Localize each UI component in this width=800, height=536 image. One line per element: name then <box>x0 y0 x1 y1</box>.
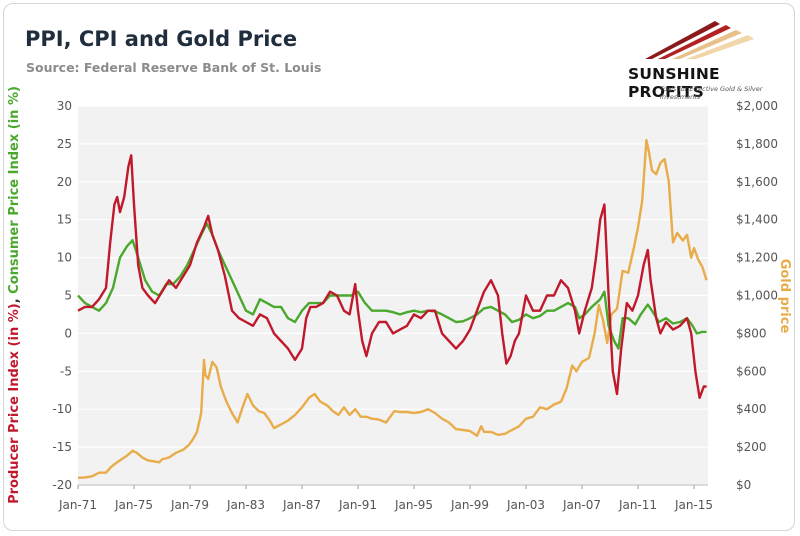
series-line-ppi <box>77 154 707 399</box>
x-tick-label: Jan-07 <box>562 498 601 512</box>
logo-tagline: Tools for Effective Gold & Silver Invest… <box>660 85 763 101</box>
x-tick-label: Jan-11 <box>618 498 657 512</box>
x-tick-label: Jan-79 <box>170 498 209 512</box>
series-group <box>77 138 708 479</box>
left-axis-label-cpi: Consumer Price Index (in %) <box>7 86 22 294</box>
right-tick-label: $600 <box>736 364 767 378</box>
x-tick-label: Jan-95 <box>394 498 433 512</box>
left-tick-label: 5 <box>64 289 72 303</box>
left-tick-label: -5 <box>60 364 72 378</box>
x-tick-label: Jan-03 <box>506 498 545 512</box>
x-tick-label: Jan-71 <box>58 498 97 512</box>
series-line-gold <box>77 138 708 479</box>
right-tick-label: $1,600 <box>736 175 778 189</box>
x-tick-label: Jan-75 <box>114 498 153 512</box>
x-axis-ticks: Jan-71 Jan-75 Jan-79 Jan-83 Jan-87 Jan-91 Jan-… <box>58 484 713 512</box>
right-tick-label: $200 <box>736 440 767 454</box>
right-tick-label: $0 <box>736 478 751 492</box>
left-tick-label: -15 <box>52 440 72 454</box>
series-line-cpi <box>77 222 707 350</box>
x-tick-label: Jan-99 <box>450 498 489 512</box>
left-tick-label: 0 <box>64 326 72 340</box>
left-tick-label: 25 <box>57 137 72 151</box>
right-tick-label: $1,800 <box>736 137 778 151</box>
right-axis-label: Gold price <box>777 259 792 334</box>
right-tick-label: $2,000 <box>736 99 778 113</box>
left-tick-label: 15 <box>57 213 72 227</box>
right-tick-label: $400 <box>736 402 767 416</box>
right-tick-label: $1,000 <box>736 289 778 303</box>
left-tick-label: 10 <box>57 251 72 265</box>
chart-title: PPI, CPI and Gold Price <box>25 27 298 51</box>
left-axis-label: Producer Price Index (in %), Consumer Pr… <box>7 86 22 504</box>
x-tick-label: Jan-87 <box>282 498 321 512</box>
logo-brand-text: SUNSHINE PROFITS <box>628 65 720 101</box>
left-axis-label-sep: , <box>7 294 22 303</box>
left-tick-label: 30 <box>57 99 72 113</box>
chart-subtitle: Source: Federal Reserve Bank of St. Loui… <box>26 60 322 75</box>
right-tick-label: $800 <box>736 326 767 340</box>
left-tick-label: 20 <box>57 175 72 189</box>
right-axis-ticks: $2,000 $1,800 $1,600 $1,400 $1,200 $1,000 $800… <box>736 99 778 492</box>
right-tick-label: $1,200 <box>736 251 778 265</box>
x-tick-label: Jan-15 <box>674 498 713 512</box>
left-axis-ticks: 30 25 20 15 10 5 0 -5 -10 -15 -20 <box>52 99 72 492</box>
right-tick-label: $1,400 <box>736 213 778 227</box>
x-tick-label: Jan-91 <box>338 498 377 512</box>
x-tick-label: Jan-83 <box>226 498 265 512</box>
sunshine-profits-logo-icon <box>645 21 754 59</box>
left-tick-label: -20 <box>52 478 72 492</box>
left-tick-label: -10 <box>52 402 72 416</box>
left-axis-label-ppi: Producer Price Index (in %) <box>7 303 22 504</box>
